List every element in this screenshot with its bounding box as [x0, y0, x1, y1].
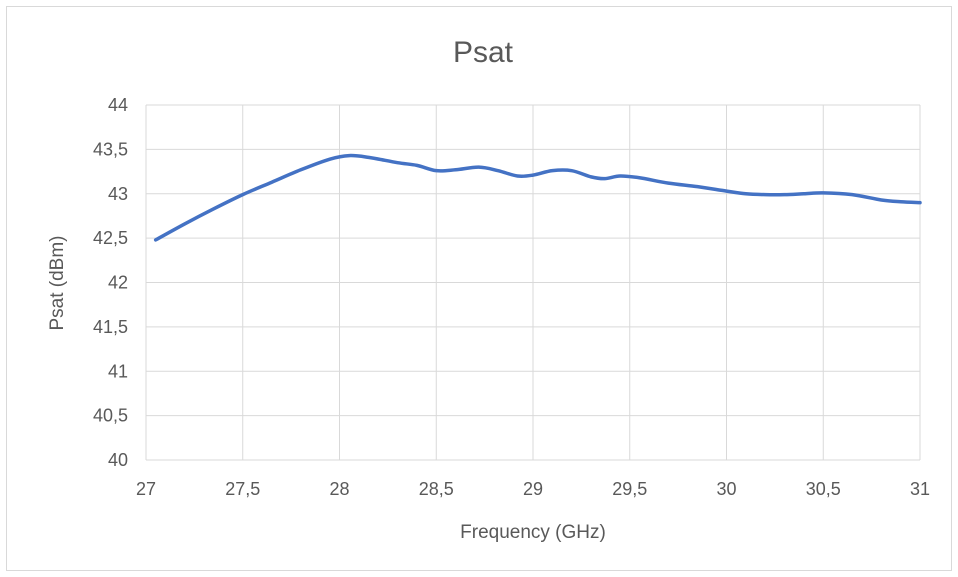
psat-series-line [153, 153, 922, 242]
x-tick-label: 28 [329, 479, 349, 499]
x-tick-label: 28,5 [419, 479, 454, 499]
x-tick-label: 30 [716, 479, 736, 499]
tick-layer: 40 40,5 41 41,5 42 42,5 43 43,5 44 27 27,5 28 28,5 29… [93, 95, 930, 499]
x-tick-label: 29 [523, 479, 543, 499]
y-tick-label: 41,5 [93, 317, 128, 337]
x-tick-label: 30,5 [806, 479, 841, 499]
y-tick-label: 42 [108, 273, 128, 293]
y-tick-label: 40,5 [93, 406, 128, 426]
chart-frame [6, 6, 952, 571]
x-tick-label: 29,5 [612, 479, 647, 499]
y-tick-label: 40 [108, 450, 128, 470]
y-tick-label: 43 [108, 184, 128, 204]
y-tick-label: 44 [108, 95, 128, 115]
y-axis-label: Psat (dBm) [47, 235, 68, 330]
grid-layer [145, 104, 921, 461]
x-axis-label: Frequency (GHz) [460, 522, 606, 543]
y-tick-label: 42,5 [93, 228, 128, 248]
x-tick-label: 27,5 [225, 479, 260, 499]
x-tick-label: 31 [910, 479, 930, 499]
y-tick-label: 43,5 [93, 139, 128, 159]
x-tick-label: 27 [136, 479, 156, 499]
series-layer [153, 153, 922, 242]
y-tick-label: 41 [108, 361, 128, 381]
chart-title: Psat [453, 36, 514, 69]
